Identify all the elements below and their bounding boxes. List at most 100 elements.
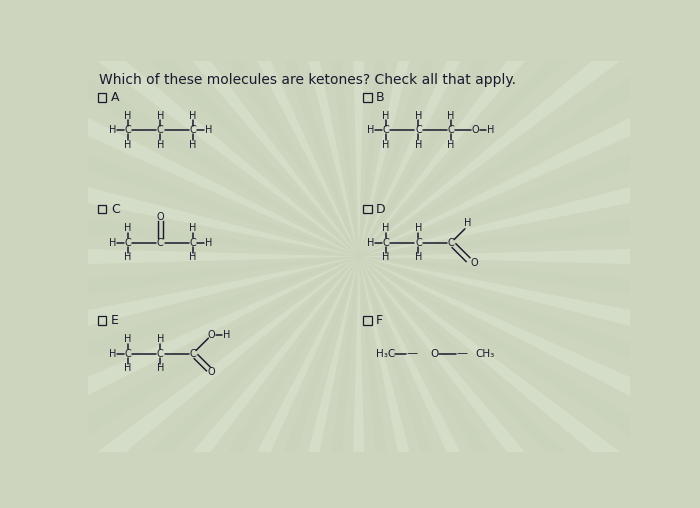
Text: H: H <box>204 125 212 135</box>
Polygon shape <box>358 0 489 257</box>
Text: C: C <box>125 348 131 359</box>
Polygon shape <box>358 257 700 508</box>
Polygon shape <box>27 257 358 508</box>
Text: C: C <box>382 238 389 248</box>
Polygon shape <box>358 0 700 257</box>
Text: H: H <box>108 238 116 248</box>
Text: H: H <box>124 363 132 373</box>
Text: H: H <box>204 238 212 248</box>
Text: H: H <box>367 125 374 135</box>
Text: A: A <box>111 91 119 104</box>
Polygon shape <box>358 257 700 386</box>
Bar <box>97 205 106 213</box>
Polygon shape <box>358 0 700 257</box>
Bar <box>363 93 372 102</box>
Text: C: C <box>447 238 454 248</box>
Text: H: H <box>189 223 197 233</box>
Text: H: H <box>223 330 231 340</box>
Text: C: C <box>125 238 131 248</box>
Polygon shape <box>0 257 358 508</box>
Text: C: C <box>415 238 422 248</box>
Text: H: H <box>414 111 422 120</box>
Polygon shape <box>358 0 700 257</box>
Polygon shape <box>0 0 358 257</box>
Polygon shape <box>358 0 700 257</box>
Text: H: H <box>414 140 422 150</box>
Polygon shape <box>358 231 700 282</box>
Polygon shape <box>229 0 358 257</box>
Text: H: H <box>414 223 422 233</box>
Text: O: O <box>208 367 216 377</box>
Text: C: C <box>190 125 196 135</box>
Polygon shape <box>0 257 358 508</box>
Text: C: C <box>190 238 196 248</box>
Text: H: H <box>414 252 422 262</box>
Polygon shape <box>358 257 700 508</box>
Polygon shape <box>0 0 358 257</box>
Bar <box>97 93 106 102</box>
Text: C: C <box>157 125 164 135</box>
Polygon shape <box>358 257 700 508</box>
Polygon shape <box>0 257 358 508</box>
Text: E: E <box>111 314 118 327</box>
Text: H: H <box>189 252 197 262</box>
Bar <box>97 316 106 325</box>
Polygon shape <box>358 257 700 508</box>
Text: O: O <box>208 330 216 340</box>
Text: C: C <box>447 125 454 135</box>
Text: H: H <box>124 111 132 120</box>
Text: B: B <box>376 91 384 104</box>
Text: O: O <box>472 125 480 135</box>
Bar <box>363 316 372 325</box>
Polygon shape <box>358 0 700 257</box>
Text: H: H <box>447 111 455 120</box>
Polygon shape <box>127 0 358 257</box>
Text: —: — <box>407 348 418 359</box>
Polygon shape <box>27 0 358 257</box>
Polygon shape <box>0 128 358 257</box>
Text: H: H <box>447 140 455 150</box>
Text: C: C <box>190 348 196 359</box>
Text: O: O <box>157 211 164 221</box>
Polygon shape <box>358 26 700 257</box>
Polygon shape <box>0 0 358 257</box>
Text: H: H <box>382 223 390 233</box>
Text: CH₃: CH₃ <box>475 348 495 359</box>
Polygon shape <box>0 257 358 487</box>
Polygon shape <box>358 257 700 508</box>
Text: —: — <box>456 348 468 359</box>
Polygon shape <box>358 257 700 508</box>
Polygon shape <box>358 128 700 257</box>
Bar <box>363 205 372 213</box>
Text: H: H <box>487 125 495 135</box>
Text: C: C <box>157 348 164 359</box>
Polygon shape <box>332 0 385 257</box>
Polygon shape <box>358 257 690 508</box>
Text: H: H <box>124 252 132 262</box>
Polygon shape <box>358 257 591 508</box>
Text: H: H <box>157 111 164 120</box>
Text: H: H <box>382 111 390 120</box>
Polygon shape <box>358 257 700 508</box>
Text: H: H <box>382 252 390 262</box>
Text: H: H <box>124 140 132 150</box>
Text: D: D <box>376 203 386 215</box>
Polygon shape <box>358 0 591 257</box>
Polygon shape <box>358 0 700 257</box>
Text: C: C <box>382 125 389 135</box>
Text: H: H <box>382 140 390 150</box>
Polygon shape <box>0 0 358 257</box>
Text: H: H <box>464 217 472 228</box>
Polygon shape <box>0 257 358 508</box>
Text: H: H <box>124 334 132 344</box>
Polygon shape <box>0 257 358 508</box>
Text: H: H <box>157 334 164 344</box>
Polygon shape <box>332 257 385 508</box>
Polygon shape <box>358 257 700 487</box>
Text: C: C <box>415 125 422 135</box>
Polygon shape <box>0 0 358 257</box>
Text: C: C <box>111 203 120 215</box>
Polygon shape <box>0 257 358 386</box>
Polygon shape <box>358 257 700 508</box>
Text: H: H <box>157 363 164 373</box>
